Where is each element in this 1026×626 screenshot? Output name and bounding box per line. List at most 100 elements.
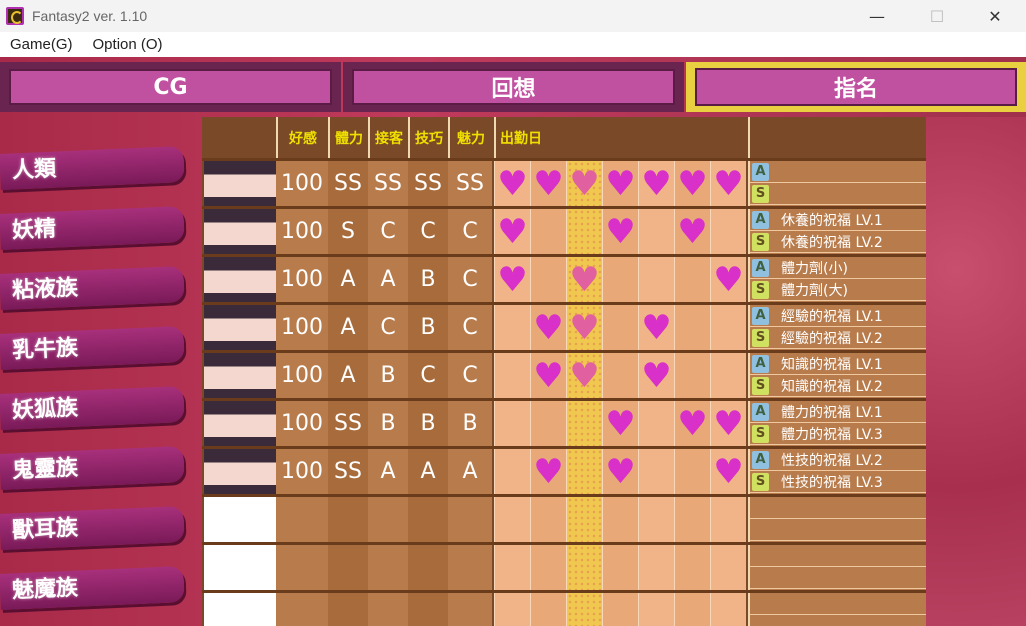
- day-cell[interactable]: [530, 401, 566, 446]
- day-cell[interactable]: [674, 497, 710, 542]
- day-cell[interactable]: [638, 545, 674, 590]
- day-cell[interactable]: [674, 593, 710, 626]
- day-cell[interactable]: ♥: [710, 449, 746, 494]
- day-cell[interactable]: [530, 257, 566, 302]
- day-cell[interactable]: [638, 401, 674, 446]
- day-cell[interactable]: [674, 545, 710, 590]
- portrait[interactable]: [204, 161, 276, 206]
- day-cell[interactable]: ♥: [602, 209, 638, 254]
- day-cell[interactable]: [602, 257, 638, 302]
- day-cell[interactable]: [710, 209, 746, 254]
- day-cell[interactable]: [494, 401, 530, 446]
- day-cell[interactable]: ♥: [566, 257, 602, 302]
- portrait[interactable]: [204, 449, 276, 494]
- day-cell[interactable]: [566, 401, 602, 446]
- table-row[interactable]: 100 SS B B B ♥ ♥ ♥ A 體力的祝福 LV.1 S 體力的祝福 LV.3: [202, 398, 926, 446]
- sidebar-item-race[interactable]: 獸耳族: [0, 506, 185, 550]
- table-row[interactable]: 100 A A B C ♥ ♥ ♥ A 體力劑(小) S 體力劑(大): [202, 254, 926, 302]
- day-cell[interactable]: [602, 497, 638, 542]
- day-cell[interactable]: ♥: [566, 305, 602, 350]
- close-button[interactable]: ✕: [988, 6, 1002, 26]
- day-cell[interactable]: [674, 449, 710, 494]
- day-cell[interactable]: [674, 257, 710, 302]
- day-cell[interactable]: [566, 209, 602, 254]
- day-cell[interactable]: [710, 497, 746, 542]
- portrait[interactable]: [204, 257, 276, 302]
- portrait[interactable]: [204, 545, 276, 590]
- day-cell[interactable]: [566, 545, 602, 590]
- sidebar-item-race[interactable]: 粘液族: [0, 266, 185, 310]
- day-cell[interactable]: ♥: [566, 161, 602, 206]
- day-cell[interactable]: [602, 353, 638, 398]
- day-cell[interactable]: ♥: [638, 305, 674, 350]
- day-cell[interactable]: [530, 545, 566, 590]
- day-cell[interactable]: [602, 305, 638, 350]
- table-row[interactable]: 100 A C B C ♥ ♥ ♥ A 經驗的祝福 LV.1 S 經驗的祝福 LV.2: [202, 302, 926, 350]
- day-cell[interactable]: [530, 593, 566, 626]
- sidebar-item-race[interactable]: 人類: [0, 146, 185, 190]
- day-cell[interactable]: ♥: [602, 161, 638, 206]
- day-cell[interactable]: [494, 449, 530, 494]
- day-cell[interactable]: ♥: [710, 257, 746, 302]
- sidebar-item-race[interactable]: 妖精: [0, 206, 185, 250]
- day-cell[interactable]: ♥: [710, 161, 746, 206]
- day-cell[interactable]: [710, 305, 746, 350]
- day-cell[interactable]: ♥: [674, 161, 710, 206]
- day-cell[interactable]: [674, 305, 710, 350]
- day-cell[interactable]: ♥: [602, 401, 638, 446]
- portrait[interactable]: [204, 209, 276, 254]
- day-cell[interactable]: ♥: [530, 449, 566, 494]
- day-cell[interactable]: ♥: [674, 209, 710, 254]
- maximize-button[interactable]: ☐: [929, 6, 945, 26]
- day-cell[interactable]: [494, 545, 530, 590]
- day-cell[interactable]: ♥: [674, 401, 710, 446]
- day-cell[interactable]: [638, 497, 674, 542]
- day-cell[interactable]: ♥: [638, 161, 674, 206]
- portrait[interactable]: [204, 497, 276, 542]
- table-row[interactable]: 100 S C C C ♥ ♥ ♥ A 休養的祝福 LV.1 S 休養的祝福 LV.2: [202, 206, 926, 254]
- day-cell[interactable]: [638, 449, 674, 494]
- sidebar-item-race[interactable]: 妖狐族: [0, 386, 185, 430]
- table-row[interactable]: 100 A B C C ♥ ♥ ♥ A 知識的祝福 LV.1 S 知識的祝福 LV.2: [202, 350, 926, 398]
- day-cell[interactable]: [566, 497, 602, 542]
- day-cell[interactable]: [602, 545, 638, 590]
- menu-game[interactable]: Game(G): [10, 36, 73, 53]
- day-cell[interactable]: [530, 497, 566, 542]
- day-cell[interactable]: [566, 449, 602, 494]
- table-row[interactable]: 100 SS SS SS SS ♥ ♥ ♥ ♥ ♥ ♥ ♥ A S: [202, 158, 926, 206]
- day-cell[interactable]: [674, 353, 710, 398]
- portrait[interactable]: [204, 305, 276, 350]
- day-cell[interactable]: ♥: [602, 449, 638, 494]
- portrait[interactable]: [204, 593, 276, 626]
- sidebar-item-race[interactable]: 魅魔族: [0, 566, 185, 610]
- day-cell[interactable]: ♥: [710, 401, 746, 446]
- day-cell[interactable]: [638, 593, 674, 626]
- sidebar-item-race[interactable]: 乳牛族: [0, 326, 185, 370]
- tab-recollection[interactable]: 回想: [343, 62, 684, 112]
- day-cell[interactable]: ♥: [530, 161, 566, 206]
- day-cell[interactable]: [494, 497, 530, 542]
- portrait[interactable]: [204, 401, 276, 446]
- table-row[interactable]: [202, 494, 926, 542]
- day-cell[interactable]: [638, 257, 674, 302]
- portrait[interactable]: [204, 353, 276, 398]
- day-cell[interactable]: [710, 593, 746, 626]
- day-cell[interactable]: [602, 593, 638, 626]
- day-cell[interactable]: [638, 209, 674, 254]
- day-cell[interactable]: ♥: [530, 305, 566, 350]
- table-row[interactable]: [202, 590, 926, 626]
- table-row[interactable]: [202, 542, 926, 590]
- tab-nominate[interactable]: 指名: [686, 62, 1026, 112]
- day-cell[interactable]: ♥: [494, 257, 530, 302]
- day-cell[interactable]: [566, 593, 602, 626]
- table-row[interactable]: 100 SS A A A ♥ ♥ ♥ A 性技的祝福 LV.2 S 性技的祝福 LV.3: [202, 446, 926, 494]
- day-cell[interactable]: [494, 593, 530, 626]
- day-cell[interactable]: [494, 305, 530, 350]
- menu-option[interactable]: Option (O): [92, 36, 163, 53]
- day-cell[interactable]: [710, 545, 746, 590]
- sidebar-item-race[interactable]: 鬼靈族: [0, 446, 185, 490]
- day-cell[interactable]: ♥: [494, 161, 530, 206]
- day-cell[interactable]: ♥: [566, 353, 602, 398]
- day-cell[interactable]: [494, 353, 530, 398]
- day-cell[interactable]: ♥: [530, 353, 566, 398]
